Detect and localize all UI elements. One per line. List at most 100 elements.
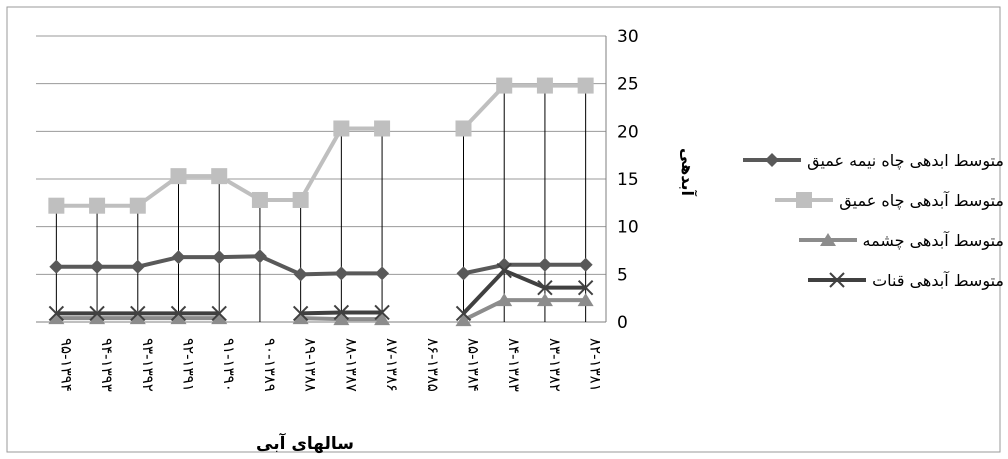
marker-x	[333, 304, 350, 321]
marker-x-stroke	[130, 305, 146, 322]
legend-swatch-graphic	[743, 153, 802, 167]
marker-square	[374, 120, 391, 137]
legend-item: متوسط آبدهی چشمه	[704, 220, 1004, 260]
marker-x-stroke	[333, 304, 350, 321]
marker-triangle	[455, 313, 472, 327]
marker-x	[48, 305, 65, 322]
marker-diamond	[130, 259, 145, 274]
marker-x	[374, 304, 390, 321]
marker-triangle	[211, 311, 228, 325]
marker-diamond	[49, 259, 64, 274]
marker-x-stroke	[455, 305, 472, 322]
marker-x	[496, 262, 512, 279]
x-tick-label: ۸۵-۱۳۸۴	[465, 338, 483, 392]
x-axis-ticks: ۹۵-۱۳۹۴ ۹۴-۱۳۹۳ ۹۳-۱۳۹۲ ۹۲-۱۳۹۱ ۹۱-۱۳۹۰ ۹۰-۱۳…	[57, 338, 604, 392]
legend-item: متوسط آبدهی چاه عمیق	[704, 180, 1004, 220]
series-line	[462, 298, 586, 322]
marker-triangle	[536, 293, 553, 307]
marker-square	[48, 197, 65, 214]
x-tick-label: ۹۰-۱۳۸۹	[261, 338, 279, 392]
x-tick-label: ۸۳-۱۳۸۲	[546, 338, 564, 392]
y-tick-label: 15	[617, 170, 639, 190]
x-tick-label: ۹۵-۱۳۹۴	[57, 338, 75, 392]
marker-square	[496, 77, 513, 94]
x-tick-label: ۸۶-۱۳۸۵	[424, 338, 442, 392]
legend-swatch	[741, 150, 803, 170]
marker-triangle	[129, 311, 146, 325]
legend-swatch	[773, 190, 835, 210]
marker-triangle	[48, 311, 65, 325]
marker-diamond	[252, 249, 267, 264]
marker-triangle	[292, 311, 309, 325]
legend-swatch-graphic	[798, 233, 857, 246]
marker-triangle	[89, 311, 106, 325]
marker-diamond	[334, 266, 349, 281]
marker-square	[577, 77, 594, 94]
marker-square	[292, 191, 309, 208]
legend-swatch-graphic	[775, 192, 834, 208]
marker-diamond	[171, 250, 186, 265]
x-tick-label: ۸۲-۱۳۸۱	[587, 338, 605, 392]
y-tick-label: 0	[617, 313, 628, 333]
x-axis-title: سالهای آبی	[256, 432, 354, 454]
y-tick-label: 30	[617, 27, 639, 47]
marker-diamond	[293, 267, 308, 282]
marker-x-stroke	[537, 279, 553, 296]
legend-item: متوسط آبدهی قنات	[704, 260, 1004, 300]
marker-diamond	[212, 250, 227, 265]
marker-x-stroke	[292, 305, 309, 322]
legend-label: متوسط آبدهی قنات	[872, 270, 1004, 290]
marker-diamond	[578, 257, 593, 272]
marker-x	[211, 305, 227, 322]
y-tick-label: 10	[617, 218, 639, 238]
legend-swatch	[806, 270, 868, 290]
marker-x	[829, 272, 845, 288]
legend-label: متوسط آبدهی چشمه	[862, 230, 1005, 250]
marker-triangle	[374, 312, 391, 326]
marker-x-stroke	[211, 305, 227, 322]
marker-square	[333, 120, 350, 137]
legend-swatch	[797, 230, 859, 250]
marker-x	[170, 305, 187, 322]
x-tick-label: ۸۷-۱۳۸۶	[383, 338, 401, 392]
y-axis-ticks: 0 5 10 15 20 25 30	[617, 27, 639, 333]
series-lines	[56, 83, 586, 322]
y-tick-label: 5	[617, 265, 628, 285]
legend-swatch-graphic	[808, 272, 867, 288]
marker-x-stroke	[577, 279, 594, 296]
marker-square	[170, 168, 187, 185]
series-markers	[48, 77, 594, 327]
marker-square	[251, 191, 268, 208]
marker-square	[536, 77, 553, 94]
marker-x	[577, 279, 594, 296]
marker-x	[455, 305, 472, 322]
marker-x-stroke	[170, 305, 187, 322]
marker-x-stroke	[829, 272, 845, 288]
y-axis-title: آبدهی	[678, 148, 698, 197]
marker-diamond	[537, 257, 552, 272]
marker-x	[130, 305, 146, 322]
marker-square	[211, 168, 228, 185]
marker-diamond	[765, 153, 780, 167]
marker-square	[129, 197, 146, 214]
marker-square	[455, 120, 472, 137]
marker-diamond	[90, 259, 105, 274]
x-tick-label: ۹۱-۱۳۹۰	[220, 338, 238, 392]
marker-triangle	[333, 312, 350, 326]
marker-triangle	[496, 293, 513, 307]
y-tick-label: 25	[617, 75, 639, 95]
y-tick-label: 20	[617, 122, 639, 142]
series-line	[462, 268, 586, 315]
x-tick-label: ۸۴-۱۳۸۳	[505, 338, 523, 392]
marker-triangle	[577, 293, 594, 307]
x-tick-label: ۸۸-۱۳۸۷	[342, 338, 360, 392]
x-tick-label: ۹۲-۱۳۹۱	[180, 338, 198, 392]
marker-x-stroke	[496, 262, 512, 279]
series-line	[462, 83, 586, 130]
marker-triangle	[170, 311, 187, 325]
marker-x-stroke	[89, 305, 105, 322]
marker-square	[89, 197, 106, 214]
marker-x	[89, 305, 105, 322]
series-line	[463, 262, 586, 276]
